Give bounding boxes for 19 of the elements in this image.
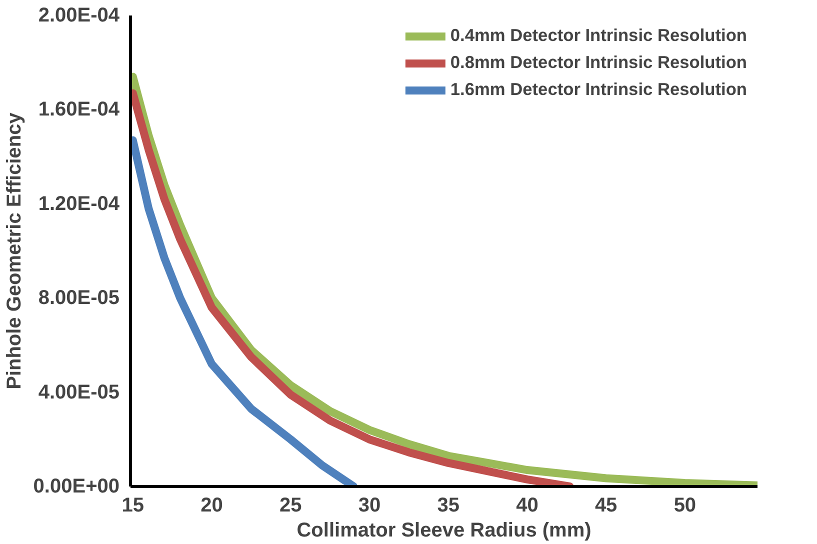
legend-label: 0.8mm Detector Intrinsic Resolution xyxy=(450,52,747,73)
legend-label: 0.4mm Detector Intrinsic Resolution xyxy=(450,25,747,46)
x-axis-title: Collimator Sleeve Radius (mm) xyxy=(296,520,592,542)
y-tick-label: 0.00E+00 xyxy=(33,476,120,498)
x-tick-label: 15 xyxy=(122,494,144,516)
x-tick-label: 20 xyxy=(200,494,223,516)
y-tick-label: 2.00E-04 xyxy=(38,4,120,26)
x-tick-label: 50 xyxy=(674,494,696,516)
x-tick-label: 40 xyxy=(516,494,538,516)
x-tick-label: 35 xyxy=(437,494,460,516)
x-tick-label: 25 xyxy=(279,494,302,516)
y-axis-title: Pinhole Geometric Efficiency xyxy=(3,112,26,390)
x-tick-label: 30 xyxy=(358,494,381,516)
y-tick-label: 8.00E-05 xyxy=(38,287,120,310)
legend-label: 1.6mm Detector Intrinsic Resolution xyxy=(450,79,747,100)
y-tick-label: 1.20E-04 xyxy=(38,192,120,215)
y-tick-label: 4.00E-05 xyxy=(38,381,120,404)
x-tick-label: 45 xyxy=(594,494,618,516)
y-tick-label: 1.60E-04 xyxy=(38,98,120,121)
